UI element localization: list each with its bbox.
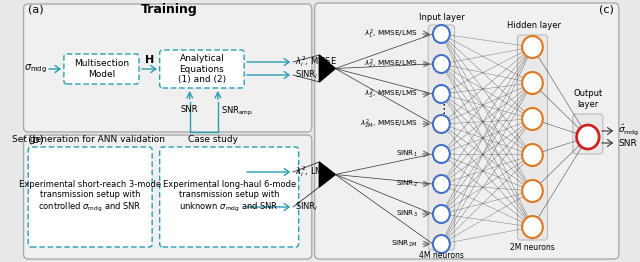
Circle shape: [522, 216, 543, 238]
Text: $\lambda^2_{i}$, MMSE: $\lambda^2_{i}$, MMSE: [295, 54, 337, 69]
Text: (b): (b): [28, 135, 44, 145]
Text: 2M neurons: 2M neurons: [510, 243, 555, 252]
FancyBboxPatch shape: [159, 50, 244, 88]
Text: (c): (c): [599, 4, 614, 14]
Text: $\sigma_{\rm mdg}$: $\sigma_{\rm mdg}$: [24, 63, 47, 75]
Text: Hidden layer: Hidden layer: [508, 21, 561, 30]
Circle shape: [522, 36, 543, 58]
Text: $\lambda^2_1$, MMSE/LMS: $\lambda^2_1$, MMSE/LMS: [364, 27, 418, 41]
Circle shape: [433, 145, 450, 163]
Text: $\lambda^2_2$, MMSE/LMS: $\lambda^2_2$, MMSE/LMS: [364, 57, 418, 71]
Text: ${\rm SINR}_i$: ${\rm SINR}_i$: [295, 69, 318, 81]
Circle shape: [433, 25, 450, 43]
FancyBboxPatch shape: [24, 135, 312, 259]
FancyBboxPatch shape: [159, 147, 299, 247]
Text: SNR: SNR: [618, 139, 637, 148]
Text: Multisection
Model: Multisection Model: [74, 59, 129, 79]
Text: Experimental long-haul 6-mode
transmission setup with
unknown $\sigma_{\rm mdg}$: Experimental long-haul 6-mode transmissi…: [163, 180, 296, 214]
Circle shape: [522, 144, 543, 166]
Text: $\hat{\sigma}_{\rm mdg}$: $\hat{\sigma}_{\rm mdg}$: [618, 123, 639, 137]
FancyBboxPatch shape: [24, 4, 312, 132]
Text: ${\rm SINR}_i$: ${\rm SINR}_i$: [295, 201, 318, 213]
Text: 4M neurons: 4M neurons: [419, 250, 464, 259]
Text: (a): (a): [28, 4, 44, 14]
Polygon shape: [319, 162, 335, 187]
Text: ${\rm SINR}_3$: ${\rm SINR}_3$: [396, 209, 418, 219]
Text: $\lambda^2_3$, MMSE/LMS: $\lambda^2_3$, MMSE/LMS: [364, 87, 418, 101]
Text: ${\rm SINR}_2$: ${\rm SINR}_2$: [396, 179, 418, 189]
Text: Experimental short-reach 3-mode
transmission setup with
controlled $\sigma_{\rm : Experimental short-reach 3-mode transmis…: [19, 180, 161, 214]
FancyBboxPatch shape: [518, 35, 547, 240]
FancyBboxPatch shape: [428, 25, 454, 250]
Circle shape: [433, 205, 450, 223]
Text: Set generation for ANN validation: Set generation for ANN validation: [12, 135, 165, 145]
Text: ${\rm SNR}_{\rm amp}$: ${\rm SNR}_{\rm amp}$: [221, 105, 253, 118]
Text: Output
layer: Output layer: [573, 89, 602, 109]
Text: ${\rm SINR}_{2M}$: ${\rm SINR}_{2M}$: [392, 239, 418, 249]
Text: Training: Training: [141, 3, 198, 15]
Text: $\mathbf{H}$: $\mathbf{H}$: [144, 53, 154, 65]
Polygon shape: [319, 55, 335, 82]
Text: ${\rm SINR}_1$: ${\rm SINR}_1$: [396, 149, 418, 159]
Circle shape: [433, 115, 450, 133]
Circle shape: [433, 235, 450, 253]
Circle shape: [577, 125, 599, 149]
Circle shape: [522, 180, 543, 202]
Circle shape: [522, 108, 543, 130]
Text: $\vdots$: $\vdots$: [437, 102, 446, 116]
Text: $\lambda^2_{i}$, LMS: $\lambda^2_{i}$, LMS: [295, 165, 329, 179]
Circle shape: [433, 85, 450, 103]
Circle shape: [433, 55, 450, 73]
Text: SNR: SNR: [181, 105, 198, 114]
Text: Case study: Case study: [188, 135, 238, 145]
Circle shape: [522, 72, 543, 94]
Circle shape: [433, 175, 450, 193]
Text: Analytical
Equations
(1) and (2): Analytical Equations (1) and (2): [178, 54, 226, 84]
FancyBboxPatch shape: [315, 3, 619, 259]
FancyBboxPatch shape: [573, 114, 603, 154]
Text: Input layer: Input layer: [419, 14, 464, 23]
Text: $\lambda^2_{2M}$, MMSE/LMS: $\lambda^2_{2M}$, MMSE/LMS: [360, 117, 418, 131]
FancyBboxPatch shape: [28, 147, 152, 247]
FancyBboxPatch shape: [64, 54, 139, 84]
